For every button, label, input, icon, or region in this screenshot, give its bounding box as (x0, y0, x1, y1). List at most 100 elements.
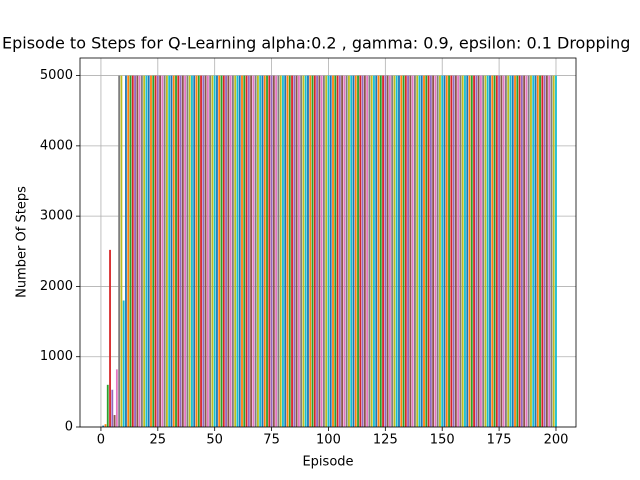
bar (304, 75, 307, 428)
y-tick-label: 3000 (40, 209, 73, 224)
bar (495, 75, 498, 428)
bar (272, 75, 275, 428)
bar (482, 75, 485, 428)
bar (245, 75, 248, 428)
bar (543, 75, 546, 428)
x-tick-label: 200 (544, 433, 569, 448)
bar (295, 75, 298, 428)
bar (134, 75, 136, 428)
bar (473, 75, 475, 428)
bar (514, 75, 516, 428)
bar (509, 75, 512, 428)
bar (313, 75, 316, 428)
bar (297, 75, 300, 428)
bar (127, 75, 130, 428)
bar (461, 75, 464, 428)
bar (241, 75, 243, 428)
bar (106, 384, 109, 427)
bar (341, 75, 344, 428)
bar (416, 75, 419, 428)
bar (525, 75, 528, 428)
bar (202, 75, 205, 428)
bar (268, 75, 271, 428)
bar (279, 75, 282, 428)
bar (500, 75, 503, 428)
bar (270, 75, 273, 428)
bar (552, 75, 555, 428)
bar (254, 75, 257, 428)
bar (550, 75, 553, 428)
bar (218, 75, 221, 428)
bar (327, 75, 330, 428)
bar (457, 75, 460, 428)
bar (138, 75, 141, 428)
x-tick-label: 75 (263, 433, 280, 448)
bar (530, 75, 532, 428)
bar (131, 75, 134, 428)
bar (234, 75, 237, 428)
bar (261, 75, 264, 428)
bar (191, 75, 193, 428)
bar (122, 300, 125, 427)
bar (395, 75, 398, 428)
bar (163, 75, 166, 428)
bar (400, 75, 403, 428)
bar (136, 75, 139, 428)
bar (152, 75, 155, 428)
bar (257, 75, 259, 428)
bar (441, 75, 444, 428)
bar (334, 75, 337, 428)
bar (368, 75, 371, 428)
bar (420, 75, 423, 428)
bar (286, 75, 289, 428)
bar (434, 75, 437, 428)
bar (229, 75, 232, 428)
y-axis-label: Number Of Steps (15, 186, 30, 298)
y-tick-label: 1000 (40, 349, 73, 364)
bar (425, 75, 428, 428)
bar (373, 75, 375, 428)
bar (318, 75, 321, 428)
bar (220, 75, 223, 428)
bar (329, 75, 332, 428)
bar (527, 75, 530, 428)
bar (359, 75, 362, 428)
bar (222, 75, 225, 428)
x-tick-label: 150 (430, 433, 455, 448)
bar (484, 75, 487, 428)
bar (109, 249, 111, 427)
bar (357, 75, 359, 428)
bar (150, 75, 152, 428)
bar (382, 75, 384, 428)
bar (407, 75, 409, 428)
bar (354, 75, 357, 428)
bar (352, 75, 355, 428)
bar (216, 75, 218, 428)
bar (243, 75, 246, 428)
bar (252, 75, 255, 428)
x-tick-label: 100 (316, 433, 341, 448)
bar (111, 389, 114, 427)
chart-title: Episode to Steps for Q-Learning alpha:0.… (2, 34, 630, 53)
bar (140, 75, 143, 428)
bar (555, 75, 557, 428)
bar (459, 75, 462, 428)
bar (231, 75, 234, 428)
bar (277, 75, 280, 428)
bar (350, 75, 353, 428)
bar (186, 75, 189, 428)
bar (225, 75, 227, 428)
bar (534, 75, 537, 428)
bar (309, 75, 312, 428)
bar (468, 75, 471, 428)
bar (159, 75, 161, 428)
bar (247, 75, 250, 428)
bar (536, 75, 539, 428)
bar (379, 75, 382, 428)
x-tick-label: 175 (487, 433, 512, 448)
bar (156, 75, 159, 428)
bar (311, 75, 314, 428)
bar (445, 75, 448, 428)
bar (541, 75, 544, 428)
x-tick-label: 0 (97, 433, 105, 448)
